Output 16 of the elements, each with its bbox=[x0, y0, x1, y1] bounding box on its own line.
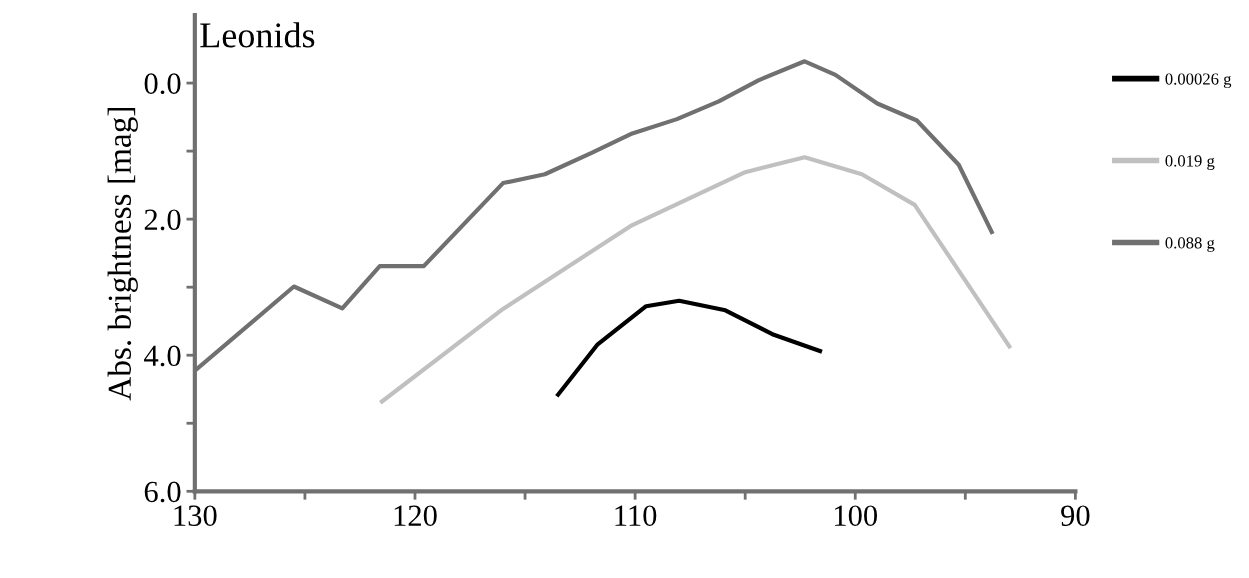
line-series bbox=[379, 155, 1012, 404]
x-tick-label: 110 bbox=[615, 505, 657, 526]
legend-label: 0.019 g bbox=[1165, 155, 1215, 170]
legend-label: 0.00026 g bbox=[1165, 73, 1232, 89]
chart-title: Leonids bbox=[200, 22, 315, 48]
x-tick-label: 130 bbox=[174, 505, 217, 526]
x-tick-label: 120 bbox=[394, 505, 437, 526]
x-tick-label: 90 bbox=[1061, 505, 1090, 526]
y-tick-label: 0.0 bbox=[144, 73, 181, 95]
y-tick-label: 4.0 bbox=[144, 345, 181, 367]
y-tick-label: 2.0 bbox=[144, 209, 181, 231]
y-axis-title: Abs. brightness [mag] bbox=[107, 107, 138, 401]
x-tick-label: 100 bbox=[835, 505, 877, 526]
line-series bbox=[555, 298, 823, 397]
y-tick-label: 6.0 bbox=[144, 481, 181, 503]
legend-label: 0.088 g bbox=[1165, 237, 1215, 252]
